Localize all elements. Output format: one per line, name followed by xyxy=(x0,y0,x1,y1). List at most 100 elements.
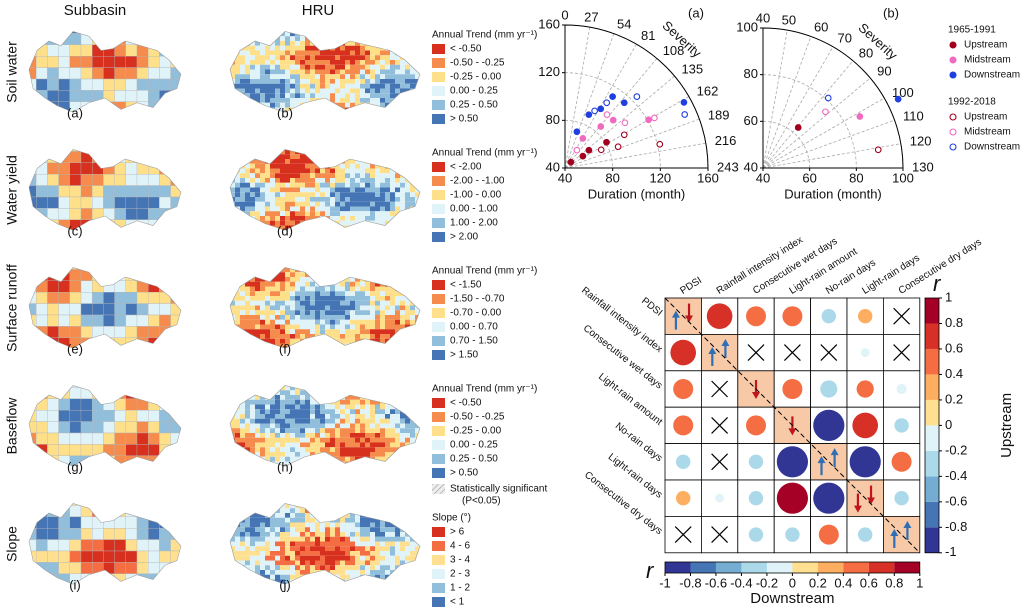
angle-tick-label: 243 xyxy=(717,159,739,174)
map-patch xyxy=(405,338,410,344)
map-patch xyxy=(250,466,255,467)
map-patch xyxy=(315,286,320,292)
map-patch xyxy=(360,536,365,542)
map-patch xyxy=(375,201,380,207)
map-patch xyxy=(395,64,400,70)
map-patch xyxy=(230,173,235,178)
map-patch xyxy=(380,211,385,216)
map-patch xyxy=(405,376,410,381)
map-patch xyxy=(255,272,260,277)
map-patch xyxy=(275,418,280,424)
map-patch xyxy=(270,168,275,174)
map-patch xyxy=(270,206,275,212)
map-patch xyxy=(290,319,295,325)
map-patch xyxy=(315,319,320,325)
map-patch xyxy=(365,230,370,231)
map-patch xyxy=(230,409,235,414)
map-patch xyxy=(375,536,380,542)
map-patch xyxy=(280,447,285,452)
map-patch xyxy=(330,281,335,287)
map-patch xyxy=(275,64,280,70)
map-patch xyxy=(230,163,235,169)
map-patch xyxy=(225,556,230,561)
map-patch xyxy=(385,60,390,65)
map-patch xyxy=(340,447,345,452)
map-patch xyxy=(355,31,360,37)
map-patch xyxy=(300,437,305,443)
map-patch xyxy=(420,561,425,566)
map-patch xyxy=(300,112,305,117)
map-patch xyxy=(310,409,315,414)
map-patch xyxy=(255,140,260,145)
map-patch xyxy=(385,112,390,117)
map-patch xyxy=(345,60,350,65)
map-patch xyxy=(340,154,345,159)
map-patch xyxy=(395,263,400,268)
map-patch xyxy=(255,414,260,419)
map-patch xyxy=(370,579,375,585)
map-patch xyxy=(350,574,355,580)
map-patch xyxy=(92,432,104,445)
map-patch xyxy=(260,112,265,117)
map-patch xyxy=(270,79,275,84)
map-patch xyxy=(375,31,380,37)
map-patch xyxy=(275,206,280,212)
map-patch xyxy=(265,50,270,56)
legend-title: Annual Trend (mm yr⁻¹) xyxy=(432,266,537,277)
map-patch xyxy=(305,423,310,429)
map-patch xyxy=(29,573,37,585)
map-patch xyxy=(360,551,365,556)
map-patch xyxy=(335,437,340,443)
map-patch xyxy=(410,173,415,178)
map-patch xyxy=(69,174,82,186)
map-patch xyxy=(350,277,355,282)
map-patch xyxy=(235,272,240,277)
map-patch xyxy=(340,263,345,268)
map-patch xyxy=(410,69,415,75)
map-patch xyxy=(340,423,345,429)
map-patch xyxy=(235,433,240,438)
map-patch xyxy=(340,74,345,79)
map-patch xyxy=(330,334,335,339)
map-patch xyxy=(285,178,290,183)
map-patch xyxy=(159,151,171,163)
map-patch xyxy=(400,381,405,386)
map-patch xyxy=(275,541,280,547)
map-patch xyxy=(280,154,285,159)
map-patch xyxy=(410,570,415,575)
map-patch xyxy=(315,50,320,56)
map-patch xyxy=(395,178,400,183)
map-patch xyxy=(265,163,270,169)
map-patch xyxy=(330,192,335,197)
map-patch xyxy=(350,74,355,79)
map-patch xyxy=(385,31,390,37)
map-patch xyxy=(410,310,415,315)
map-patch xyxy=(405,102,410,108)
legend-label: 0.00 - 1.00 xyxy=(450,204,498,215)
map-patch xyxy=(58,151,70,163)
map-patch xyxy=(410,452,415,457)
map-patch xyxy=(320,296,325,301)
map-patch xyxy=(285,574,290,580)
map-patch xyxy=(410,263,415,268)
map-patch xyxy=(240,452,245,457)
map-patch xyxy=(136,303,149,316)
map-patch xyxy=(295,570,300,575)
map-patch xyxy=(260,281,265,287)
map-patch xyxy=(240,390,245,395)
map-patch xyxy=(235,168,240,174)
map-patch xyxy=(290,452,295,457)
map-patch xyxy=(375,532,380,537)
map-patch xyxy=(235,83,240,89)
map-patch xyxy=(285,225,290,231)
map-patch xyxy=(360,409,365,414)
map-patch xyxy=(370,45,375,51)
map-patch xyxy=(315,447,320,452)
map-patch xyxy=(225,226,230,231)
map-patch xyxy=(182,90,193,101)
map-patch xyxy=(265,258,270,263)
map-patch xyxy=(355,79,360,84)
map-patch xyxy=(355,45,360,51)
map-patch xyxy=(330,522,335,528)
map-patch xyxy=(300,409,305,414)
